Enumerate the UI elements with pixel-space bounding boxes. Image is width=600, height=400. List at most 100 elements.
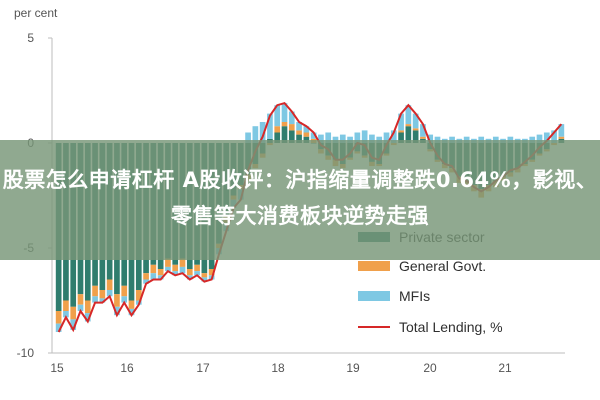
bar-mfis bbox=[492, 136, 499, 143]
bar-general-govt bbox=[114, 294, 120, 307]
bar-private-sector bbox=[281, 126, 288, 143]
bar-mfis bbox=[92, 296, 98, 303]
bar-mfis bbox=[274, 105, 281, 127]
bar-mfis bbox=[478, 136, 485, 143]
bar-general-govt bbox=[208, 269, 215, 276]
legend-general-govt-swatch bbox=[358, 261, 390, 271]
x-tick-label: 17 bbox=[196, 361, 210, 375]
bar-mfis bbox=[84, 313, 91, 322]
bar-private-sector bbox=[274, 132, 281, 143]
bar-mfis bbox=[267, 113, 273, 139]
bar-mfis bbox=[179, 266, 186, 274]
bar-mfis bbox=[354, 132, 361, 143]
bar-mfis bbox=[398, 113, 404, 131]
bar-mfis bbox=[281, 103, 288, 122]
bar-mfis bbox=[420, 124, 426, 137]
bar-mfis bbox=[332, 136, 339, 143]
bar-mfis bbox=[318, 134, 324, 143]
bar-mfis bbox=[558, 124, 565, 137]
bar-private-sector bbox=[288, 130, 295, 143]
x-tick-label: 16 bbox=[120, 361, 134, 375]
bar-general-govt bbox=[288, 124, 295, 131]
legend-total-lending-label: Total Lending, % bbox=[399, 319, 503, 335]
x-tick-label: 21 bbox=[498, 361, 512, 375]
bar-mfis bbox=[449, 136, 455, 143]
y-axis-unit-label: per cent bbox=[14, 6, 58, 20]
bar-mfis bbox=[128, 308, 135, 316]
bar-mfis bbox=[427, 134, 434, 143]
bar-general-govt bbox=[70, 306, 77, 320]
bar-mfis bbox=[296, 122, 302, 131]
bar-mfis bbox=[201, 277, 208, 282]
bar-general-govt bbox=[558, 136, 565, 139]
bar-general-govt bbox=[63, 300, 69, 311]
bar-mfis bbox=[55, 323, 62, 332]
bar-general-govt bbox=[99, 290, 106, 299]
news-banner bbox=[0, 140, 600, 260]
bar-general-govt bbox=[201, 273, 208, 278]
bar-mfis bbox=[106, 290, 113, 297]
bar-private-sector bbox=[398, 132, 404, 143]
bar-general-govt bbox=[135, 290, 142, 301]
news-banner-headline[interactable]: 股票怎么申请杠杆 A股收评：沪指缩量调整跌0.64%，影视、零售等大消费板块逆势… bbox=[2, 168, 598, 228]
bar-mfis bbox=[70, 319, 77, 330]
bar-mfis bbox=[143, 279, 149, 284]
bar-mfis bbox=[361, 130, 368, 143]
bar-general-govt bbox=[121, 285, 128, 297]
bar-mfis bbox=[303, 126, 310, 133]
bar-mfis bbox=[339, 134, 346, 143]
bar-private-sector bbox=[303, 136, 310, 143]
bar-mfis bbox=[252, 126, 259, 143]
bar-mfis bbox=[288, 111, 295, 125]
bar-mfis bbox=[310, 132, 317, 139]
bar-general-govt bbox=[84, 300, 91, 314]
bar-mfis bbox=[543, 132, 550, 143]
bar-mfis bbox=[157, 275, 164, 280]
bar-mfis bbox=[536, 134, 543, 143]
bar-general-govt bbox=[420, 136, 426, 139]
bar-general-govt bbox=[194, 264, 200, 272]
bar-mfis bbox=[245, 132, 251, 143]
bar-mfis bbox=[114, 306, 120, 316]
bar-mfis bbox=[150, 273, 157, 280]
bar-mfis bbox=[121, 296, 128, 303]
x-axis-ticks: 15 16 17 18 19 20 21 bbox=[50, 361, 512, 375]
bar-general-govt bbox=[77, 294, 84, 305]
bar-general-govt bbox=[412, 128, 419, 131]
bar-mfis bbox=[99, 298, 106, 303]
legend-general-govt-label: General Govt. bbox=[399, 258, 486, 274]
bar-mfis bbox=[347, 136, 353, 143]
x-tick-label: 15 bbox=[50, 361, 64, 375]
x-tick-label: 19 bbox=[346, 361, 360, 375]
y-tick-label: 5 bbox=[27, 31, 34, 45]
bar-mfis bbox=[325, 132, 332, 143]
bar-general-govt bbox=[172, 264, 179, 272]
bar-private-sector bbox=[296, 134, 302, 143]
bar-general-govt bbox=[274, 126, 281, 133]
bar-mfis bbox=[186, 275, 193, 280]
bar-general-govt bbox=[128, 300, 135, 309]
x-tick-label: 20 bbox=[423, 361, 437, 375]
bar-mfis bbox=[390, 130, 397, 143]
bar-general-govt bbox=[186, 269, 193, 276]
bar-mfis bbox=[383, 132, 390, 143]
bar-general-govt bbox=[398, 130, 404, 133]
bar-mfis bbox=[369, 134, 375, 143]
bar-general-govt bbox=[157, 269, 164, 276]
bar-mfis bbox=[63, 311, 69, 318]
x-tick-label: 18 bbox=[271, 361, 285, 375]
bar-mfis bbox=[194, 271, 200, 276]
bar-mfis bbox=[551, 130, 557, 143]
bar-general-govt bbox=[106, 279, 113, 290]
bar-mfis bbox=[507, 136, 514, 143]
bar-private-sector bbox=[405, 126, 412, 143]
bar-mfis bbox=[405, 105, 412, 125]
bar-general-govt bbox=[55, 311, 62, 324]
bar-mfis bbox=[412, 113, 419, 129]
bar-general-govt bbox=[303, 132, 310, 137]
bar-mfis bbox=[529, 136, 536, 143]
bar-mfis bbox=[259, 122, 266, 143]
bar-general-govt bbox=[281, 122, 288, 127]
bar-mfis bbox=[77, 304, 84, 311]
legend-mfis-label: MFIs bbox=[399, 288, 430, 304]
